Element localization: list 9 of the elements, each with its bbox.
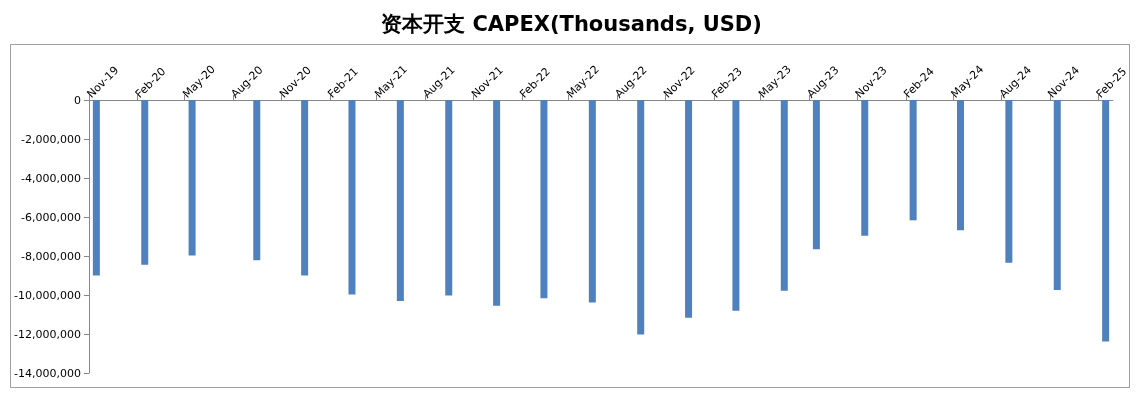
- y-tick-label: -8,000,000: [21, 249, 81, 263]
- y-tick-label: -14,000,000: [14, 366, 81, 380]
- chart-title: 资本开支 CAPEX(Thousands, USD): [381, 11, 762, 36]
- y-tick-label: -4,000,000: [21, 171, 81, 185]
- y-tick-label: -6,000,000: [21, 210, 81, 224]
- y-tick-label: -2,000,000: [21, 132, 81, 146]
- y-tick-label: -10,000,000: [14, 288, 81, 302]
- y-tick-label: -12,000,000: [14, 327, 81, 341]
- y-tick-label: 0: [74, 93, 81, 107]
